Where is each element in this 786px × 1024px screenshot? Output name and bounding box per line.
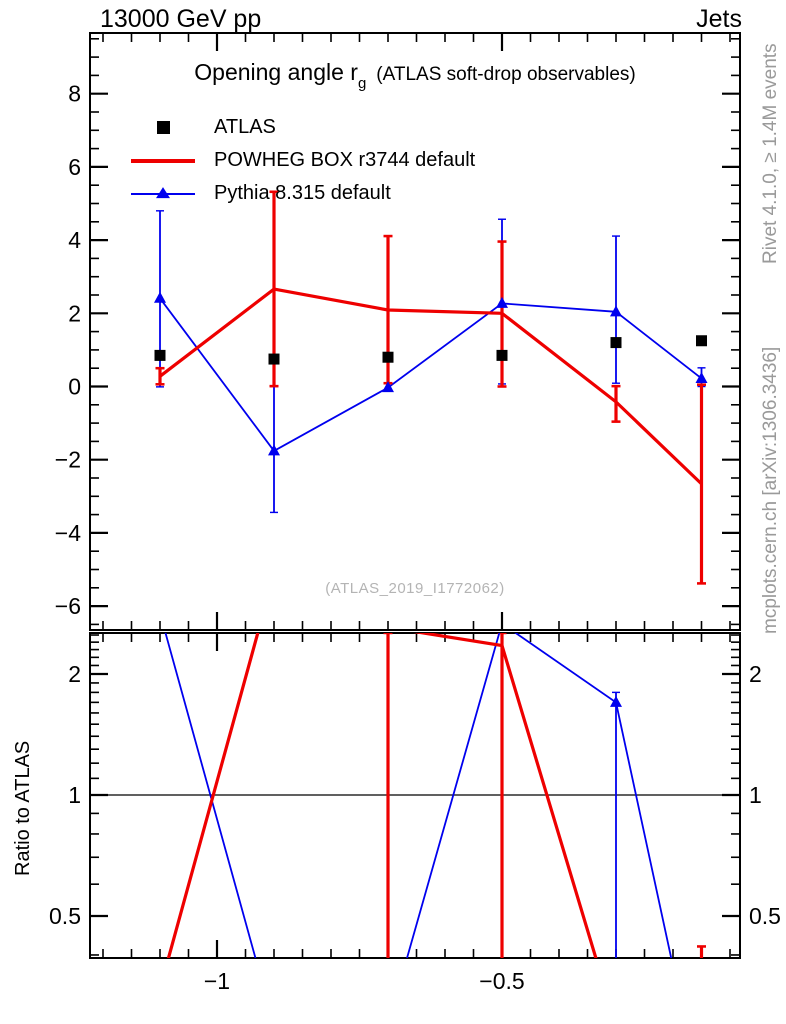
atlas-square-marker xyxy=(382,351,394,363)
powheg-ratio-line xyxy=(166,633,598,958)
beam-energy-label: 13000 GeV pp xyxy=(100,5,262,33)
atlas-square-marker xyxy=(268,353,280,365)
pythia-triangle-marker xyxy=(382,381,394,393)
atlas-square-marker xyxy=(610,337,622,349)
main-data-layer xyxy=(154,190,708,585)
ratio-y-tick-label-left: 2 xyxy=(68,661,81,687)
plot-title-main: Opening angle r xyxy=(194,59,358,85)
legend-label-atlas: ATLAS xyxy=(214,116,276,138)
ratio-y-tick-label-right: 1 xyxy=(749,782,762,808)
plot-title-suffix: (ATLAS soft-drop observables) xyxy=(376,64,636,85)
powheg-line xyxy=(159,287,703,486)
legend-item-atlas: ATLAS xyxy=(128,111,475,144)
plot-title: Opening angle rg (ATLAS soft-drop observa… xyxy=(90,59,740,92)
ratio-y-tick-label-left: 1 xyxy=(68,782,81,808)
pythia-triangle-marker xyxy=(268,444,280,456)
legend-item-powheg: POWHEG BOX r3744 default xyxy=(128,144,475,177)
atlas-square-marker xyxy=(496,349,508,361)
powheg-line-marker-icon xyxy=(128,151,198,171)
main-y-tick-label: −4 xyxy=(55,520,81,546)
main-y-tick-label: 6 xyxy=(68,154,81,180)
plot-title-subscript: g xyxy=(357,75,367,92)
pythia-triangle-marker xyxy=(610,305,622,317)
pythia-triangle-marker xyxy=(695,371,708,383)
main-y-tick-label: −6 xyxy=(55,593,81,619)
pythia-line xyxy=(159,297,703,453)
atlas-square-marker xyxy=(154,349,166,361)
atlas-square-marker-icon xyxy=(128,118,198,138)
pythia-line-triangle-marker-icon xyxy=(128,184,198,204)
pythia-triangle-marker xyxy=(154,291,166,303)
ratio-y-tick-label-right: 2 xyxy=(749,661,762,687)
mcplots-arxiv-note: mcplots.cern.ch [arXiv:1306.3436] xyxy=(760,346,781,634)
main-y-tick-label: 0 xyxy=(68,374,81,400)
rivet-version-note: Rivet 4.1.0, ≥ 1.4M events xyxy=(760,43,781,264)
main-y-tick-label: 4 xyxy=(68,227,81,253)
pythia-ratio-triangle-marker xyxy=(610,695,622,707)
x-axis-tick-label: −0.5 xyxy=(479,968,524,994)
ratio-axis-title: Ratio to ATLAS xyxy=(12,740,34,876)
main-y-tick-label: 8 xyxy=(68,81,81,107)
pythia-triangle-marker xyxy=(496,296,508,308)
ratio-y-tick-label-right: 0.5 xyxy=(749,903,781,929)
legend-label-powheg: POWHEG BOX r3744 default xyxy=(214,149,476,171)
ratio-data-layer xyxy=(164,633,706,958)
process-label: Jets xyxy=(696,5,742,33)
legend-item-pythia: Pythia 8.315 default xyxy=(128,177,475,210)
ratio-y-tick-label-left: 0.5 xyxy=(49,903,81,929)
analysis-watermark: (ATLAS_2019_I1772062) xyxy=(325,580,505,597)
main-y-tick-label: −2 xyxy=(55,447,81,473)
main-y-tick-label: 2 xyxy=(68,300,81,326)
legend: ATLAS POWHEG BOX r3744 default Pythia 8.… xyxy=(128,111,475,210)
pythia-ratio-line xyxy=(164,633,673,958)
legend-label-pythia: Pythia 8.315 default xyxy=(214,182,391,204)
axes-layer: −1 −0.5 8 6 4 2 0 −2 −4 −6 2 2 1 1 0.5 0.5 xyxy=(49,32,781,994)
x-axis-tick-label: −1 xyxy=(204,968,230,994)
atlas-square-marker xyxy=(696,335,707,347)
